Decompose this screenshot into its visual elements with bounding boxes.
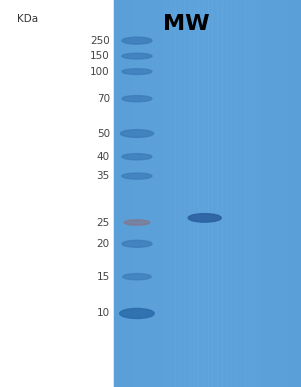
Bar xyxy=(194,0,198,387)
Bar xyxy=(142,0,147,387)
Bar xyxy=(166,0,170,387)
Bar xyxy=(250,0,254,387)
Bar xyxy=(128,0,133,387)
Ellipse shape xyxy=(120,308,154,319)
Bar xyxy=(147,0,152,387)
Ellipse shape xyxy=(122,240,152,247)
Bar xyxy=(175,0,180,387)
Bar xyxy=(264,0,268,387)
Bar xyxy=(259,0,264,387)
Text: 15: 15 xyxy=(97,272,110,282)
Ellipse shape xyxy=(123,274,151,280)
Bar xyxy=(189,0,194,387)
Bar xyxy=(226,0,231,387)
Bar xyxy=(273,0,278,387)
Ellipse shape xyxy=(120,130,154,137)
Text: 25: 25 xyxy=(97,217,110,228)
Bar xyxy=(240,0,245,387)
Bar xyxy=(296,0,301,387)
Ellipse shape xyxy=(122,96,152,102)
Bar xyxy=(170,0,175,387)
Bar xyxy=(114,0,301,387)
Bar xyxy=(203,0,208,387)
Bar xyxy=(133,0,138,387)
Text: 70: 70 xyxy=(97,94,110,104)
Bar xyxy=(282,0,287,387)
Text: KDa: KDa xyxy=(17,14,38,24)
Bar xyxy=(184,0,189,387)
Ellipse shape xyxy=(188,214,221,222)
Bar xyxy=(278,0,282,387)
Ellipse shape xyxy=(122,173,152,179)
Text: 20: 20 xyxy=(97,239,110,249)
Text: 35: 35 xyxy=(97,171,110,181)
Bar xyxy=(245,0,250,387)
Bar xyxy=(213,0,217,387)
Text: 10: 10 xyxy=(97,308,110,319)
Text: 40: 40 xyxy=(97,152,110,162)
Text: 50: 50 xyxy=(97,128,110,139)
Ellipse shape xyxy=(122,154,152,160)
Bar xyxy=(208,0,212,387)
Ellipse shape xyxy=(122,37,152,44)
Bar xyxy=(292,0,296,387)
Bar xyxy=(124,0,129,387)
Ellipse shape xyxy=(122,53,152,59)
Bar xyxy=(138,0,142,387)
Text: 150: 150 xyxy=(90,51,110,61)
Bar xyxy=(157,0,161,387)
Bar xyxy=(161,0,166,387)
Bar xyxy=(236,0,240,387)
Bar xyxy=(231,0,236,387)
Bar xyxy=(254,0,259,387)
Text: MW: MW xyxy=(163,14,210,34)
Bar xyxy=(222,0,226,387)
Ellipse shape xyxy=(124,220,150,225)
Bar xyxy=(268,0,273,387)
Bar xyxy=(198,0,203,387)
Ellipse shape xyxy=(122,69,152,74)
Bar xyxy=(152,0,157,387)
Bar xyxy=(119,0,124,387)
Bar xyxy=(217,0,222,387)
Bar xyxy=(114,0,119,387)
Text: 100: 100 xyxy=(90,67,110,77)
Bar xyxy=(287,0,292,387)
Bar xyxy=(180,0,184,387)
Text: 250: 250 xyxy=(90,36,110,46)
